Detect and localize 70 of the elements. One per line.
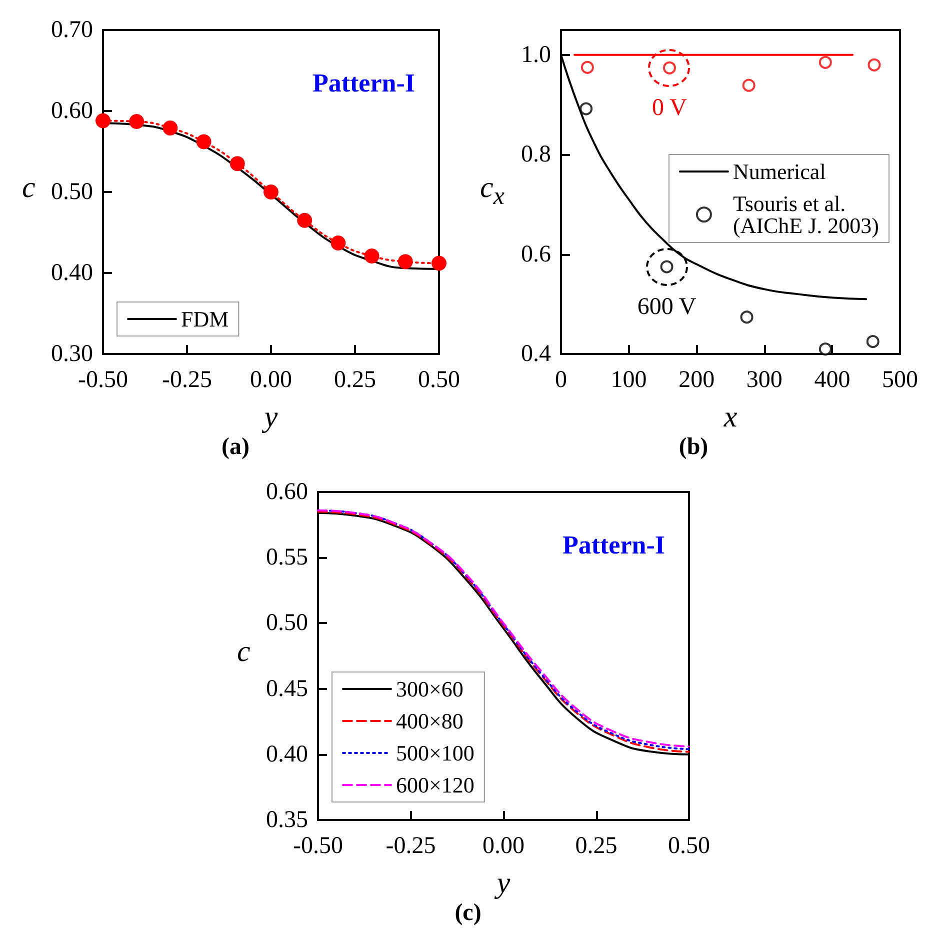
y-axis-title: c$_{x}$ [480,170,504,212]
y-tick-label: 0.50 [266,610,308,636]
x-tick-label: 0.00 [250,367,292,393]
y-tick-label: 0.50 [51,179,93,205]
y-tick-label: 0.40 [51,260,93,286]
x-tick-label: 400 [814,367,850,393]
annotation: 600 V [637,294,697,320]
point [740,310,754,324]
point [818,56,832,69]
x-tick-label: -0.25 [162,367,212,393]
y-axis-title: c [237,634,250,670]
legend-label: Tsouris et al. (AIChE J. 2003) [732,191,880,238]
x-tick-label: -0.50 [78,367,128,393]
x-tick-label: 500 [882,367,918,393]
point [297,212,312,228]
y-tick-label: 0.60 [51,98,93,124]
point [742,78,756,92]
point [230,156,245,172]
annotation: Pattern-I [562,530,665,560]
text: (a) [222,434,250,460]
point [129,114,144,130]
point [330,236,346,251]
point [162,120,178,136]
y-tick-label: 0.55 [266,544,308,571]
text: (c) [454,900,482,926]
y-tick-label: 0.45 [266,676,308,702]
x-tick-label: 300 [746,367,782,393]
x-axis-title: y [494,866,511,900]
point [264,184,278,200]
point [580,60,594,74]
legend-label: 500×100 [396,740,474,766]
y-tick-label: 0.6 [521,241,551,268]
point [432,256,446,271]
x-tick-label: 0 [555,367,567,393]
y-tick-label: 0.8 [521,142,551,168]
point [580,102,593,116]
x-tick-label: -0.25 [386,833,436,859]
x-tick-label: 0.25 [575,833,618,859]
annotation: Pattern-I [312,68,415,98]
x-axis-title: y [261,400,278,434]
legend-label: FDM [181,306,229,332]
x-tick-label: 100 [610,367,647,393]
x-tick-label: 0.50 [668,833,710,859]
x-axis-title: x [722,400,738,434]
y-tick-label: 0.35 [266,807,308,833]
x-tick-label: 0.50 [418,367,460,393]
x-tick-label: 0.25 [334,367,376,393]
point [868,58,881,72]
y-tick-label: 1.0 [521,42,551,68]
text: (b) [678,434,708,460]
y-tick-label: 0.40 [266,741,308,768]
point [364,248,380,264]
legend-label: 300×60 [396,676,464,702]
point [196,134,212,150]
x-tick-label: 0.00 [482,833,524,859]
y-tick-label: 0.4 [521,341,551,367]
annotation: 0 V [652,94,688,121]
point [818,342,832,356]
x-tick-label: -0.50 [293,833,343,859]
point [96,113,110,128]
legend-label: Numerical [732,159,826,184]
y-axis-title: c [22,170,36,206]
legend-label: 600×120 [396,772,474,798]
x-tick-label: 200 [678,367,715,393]
y-tick-label: 0.60 [266,479,308,505]
point [866,335,880,348]
y-tick-label: 0.70 [51,17,93,43]
y-tick-label: 0.30 [51,341,93,367]
legend-label: 400×80 [396,708,464,734]
point [398,254,413,270]
